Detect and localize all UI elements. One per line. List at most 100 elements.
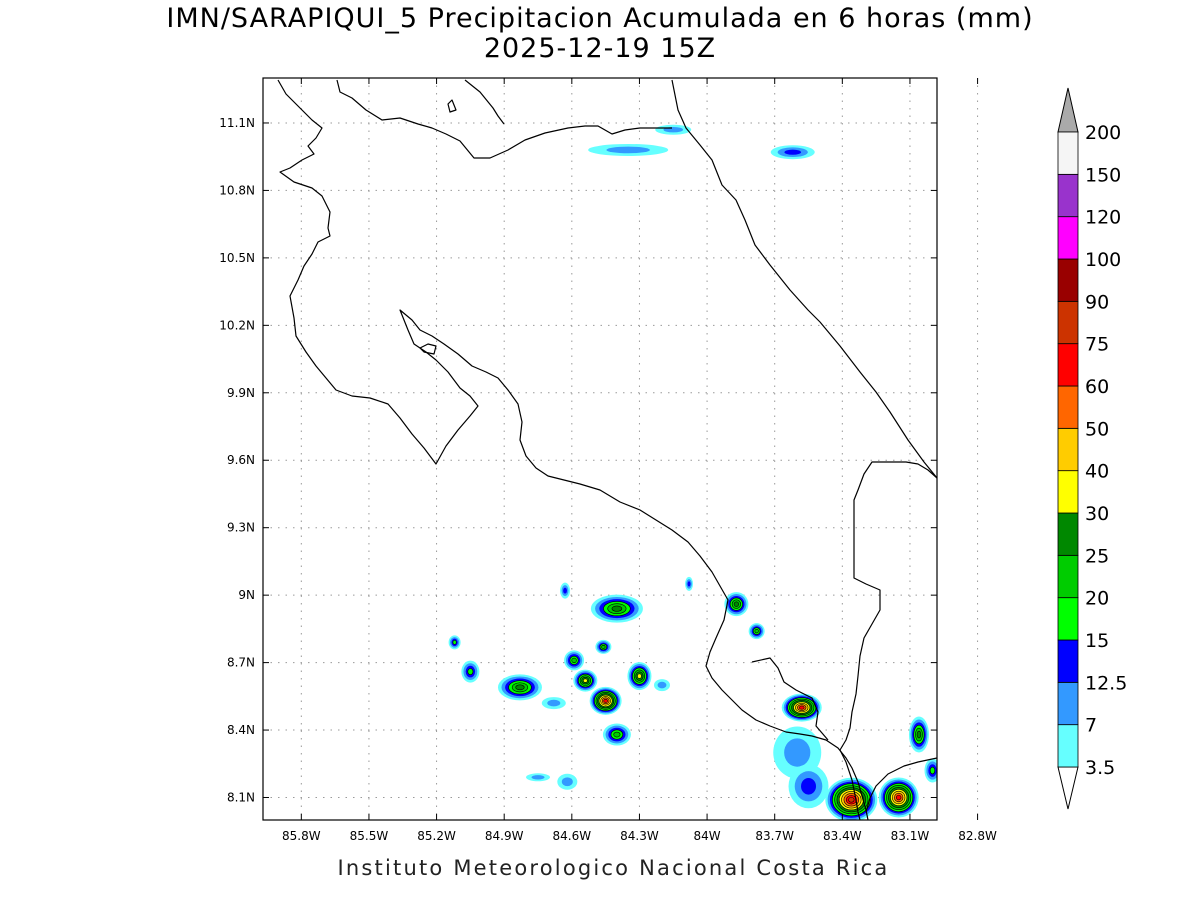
precip-contour [801,777,817,795]
lon-tick-label: 83.7W [755,829,794,843]
lon-tick-label: 85.2W [417,829,456,843]
precip-cell [595,639,612,654]
precip-cell [724,592,749,617]
longitude-axis: 85.8W 85.5W 85.2W 84.9W 84.6W 84.3W 84W 83.7W 83… [282,78,997,843]
colorbar-bottom-arrow [1057,766,1079,810]
precip-cell [541,697,566,710]
precip-contour [571,657,577,663]
lon-tick-label: 83.4W [823,829,862,843]
colorbar-swatch [1057,300,1079,345]
island [419,343,437,355]
footer-credit: Instituto Meteorologico Nacional Costa R… [337,856,890,880]
precip-cell [497,674,542,701]
plot-frame [262,77,938,821]
lat-tick-label: 9.6N [227,453,255,467]
precip-contour [848,797,855,803]
precip-cell [448,635,461,650]
lon-tick-label: 84.6W [553,829,592,843]
grid-lines [263,78,979,820]
precip-contour [561,777,573,787]
precip-contour [603,698,608,703]
precip-contour [895,794,902,801]
colorbar-swatch [1057,639,1079,683]
precip-cell [560,582,571,599]
precip-cell [461,660,480,683]
precip-cell [589,686,622,715]
precip-cell [526,773,551,782]
precip-contour [733,601,739,607]
lat-tick-label: 8.1N [227,791,255,805]
colorbar-label: 60 [1085,376,1109,398]
lon-tick-label: 85.8W [282,829,321,843]
colorbar-swatch [1057,427,1079,472]
precip-cell [788,764,829,809]
lon-tick-label: 84W [694,829,721,843]
colorbar-label: 200 [1085,122,1121,144]
precip-contour [799,705,805,710]
lat-tick-label: 9.9N [227,386,255,400]
osa-inlet [751,657,829,741]
precip-contour [531,775,545,780]
lake-island [447,99,457,113]
precip-contour [929,766,936,775]
precip-cell [573,669,598,692]
coastline [277,79,937,820]
precip-contour [613,731,621,738]
precip-cell [908,716,929,753]
precip-cell [557,773,578,790]
precip-contour [687,581,691,587]
precip-contour [515,684,525,691]
colorbar-legend: 3.5 7 12.5 15 20 25 30 40 50 60 75 90 100 120 150 200 [1057,87,1127,810]
precip-contour [916,730,922,739]
precip-contour [601,644,606,649]
map-title: IMN/SARAPIQUI_5 Precipitacion Acumulada … [166,3,1034,34]
precip-contour [606,146,650,154]
lat-tick-label: 8.4N [227,723,255,737]
lat-tick-label: 9N [238,588,255,602]
panama-border [839,461,937,820]
lon-tick-label: 84.3W [620,829,659,843]
precip-cell [627,662,652,691]
precip-contour [611,605,623,612]
lat-tick-label: 8.7N [227,656,255,670]
caribbean-coast [671,79,937,479]
colorbar-label: 30 [1085,503,1109,525]
precip-contour [657,681,667,689]
colorbar-swatch [1057,512,1079,556]
colorbar-label: 90 [1085,291,1109,313]
precip-cell [590,594,643,623]
precip-cell [748,623,765,640]
precip-contour [467,668,474,675]
lon-tick-label: 84.9W [485,829,524,843]
precip-cell [878,777,919,818]
precip-cell [924,758,937,783]
colorbar-swatch [1057,597,1079,641]
colorbar-swatch [1057,173,1079,218]
colorbar-label: 50 [1085,418,1109,440]
colorbar-swatch [1057,724,1079,768]
precip-cell [602,723,631,746]
lat-tick-label: 10.8N [219,183,255,197]
nicaragua-border [336,79,672,159]
colorbar-label: 12.5 [1085,672,1127,694]
precip-cell [564,650,585,671]
colorbar-swatch [1057,385,1079,429]
colorbar-label: 100 [1085,249,1121,271]
lat-tick-label: 10.5N [219,251,255,265]
colorbar-label: 25 [1085,545,1109,567]
colorbar-swatch [1057,554,1079,599]
colorbar-label: 7 [1085,715,1097,737]
colorbar-swatch [1057,681,1079,726]
precipitation-layer [448,124,937,820]
lake-shore [464,79,505,125]
precip-cell [685,576,694,591]
lat-tick-label: 11.1N [219,116,255,130]
lon-tick-label: 82.8W [958,829,997,843]
lat-tick-label: 10.2N [219,318,255,332]
latitude-axis: 8.1N 8.4N 8.7N 9N 9.3N 9.6N 9.9N 10.2N 10.5N 10.8… [219,116,937,805]
colorbar-label: 150 [1085,164,1121,186]
precip-contour [452,640,457,645]
precip-contour [754,629,759,634]
map-subtitle: 2025-12-19 15Z [483,33,717,64]
